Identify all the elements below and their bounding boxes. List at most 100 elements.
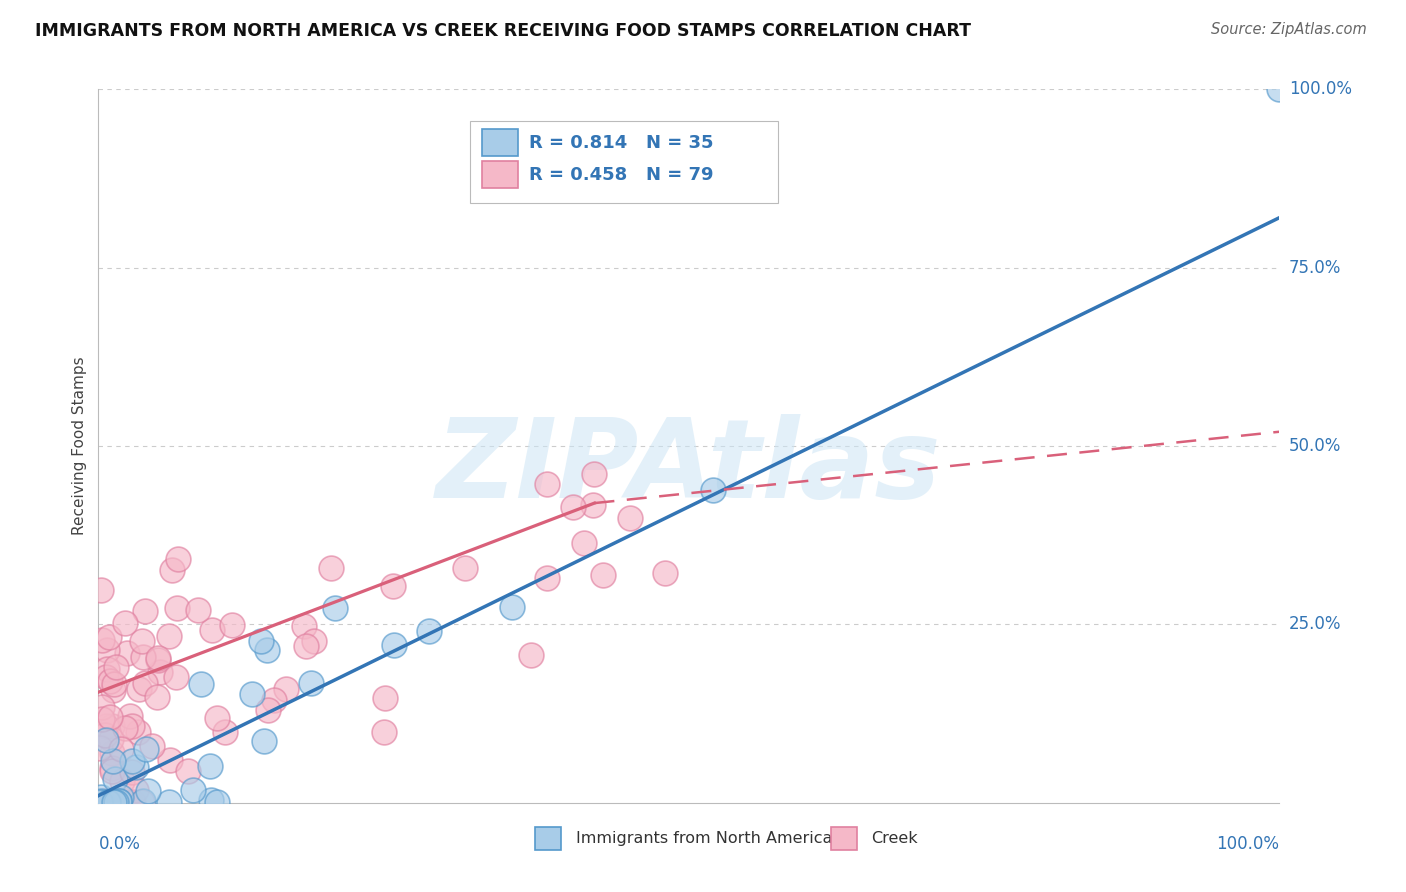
Point (103, 795, 125, 809)
Point (187, 603, 209, 617)
Point (90, 712, 112, 726)
Point (105, 795, 128, 809)
Point (257, 703, 280, 717)
Point (146, 690, 169, 704)
Point (104, 660, 127, 674)
Point (120, 795, 142, 809)
Text: IMMIGRANTS FROM NORTH AMERICA VS CREEK RECEIVING FOOD STAMPS CORRELATION CHART: IMMIGRANTS FROM NORTH AMERICA VS CREEK R… (35, 22, 972, 40)
Text: 0.0%: 0.0% (98, 835, 141, 853)
Point (89, 741, 111, 756)
Point (100, 746, 122, 760)
Point (159, 753, 181, 767)
Point (157, 629, 180, 643)
Point (89, 795, 111, 809)
Bar (482, 129, 517, 156)
Point (323, 600, 346, 615)
Point (221, 618, 243, 632)
Point (114, 721, 136, 735)
Point (101, 719, 124, 733)
Point (120, 709, 142, 723)
Point (263, 693, 285, 707)
Point (146, 653, 169, 667)
Point (214, 725, 236, 739)
Point (160, 563, 183, 577)
Point (190, 677, 212, 691)
Text: 75.0%: 75.0% (1289, 259, 1341, 277)
Point (292, 619, 315, 633)
Bar (482, 161, 517, 188)
Point (127, 725, 149, 739)
Point (702, 483, 724, 497)
Point (111, 774, 134, 789)
Point (418, 624, 440, 638)
Point (94, 732, 117, 747)
Point (253, 734, 276, 748)
Point (166, 551, 188, 566)
Point (131, 795, 153, 809)
Point (108, 793, 131, 807)
Point (114, 616, 136, 631)
Point (90, 790, 112, 805)
Point (94, 670, 117, 684)
Point (520, 648, 543, 662)
Point (93, 795, 115, 809)
Point (373, 725, 395, 739)
Point (304, 633, 326, 648)
Point (100, 710, 122, 724)
Point (115, 646, 138, 660)
Point (90, 699, 112, 714)
Point (382, 638, 405, 652)
Point (381, 579, 404, 593)
Point (136, 784, 159, 798)
Point (100, 731, 122, 746)
Point (110, 789, 132, 804)
Point (121, 719, 143, 733)
Point (205, 711, 228, 725)
Point (134, 675, 156, 690)
Point (104, 772, 127, 787)
Point (134, 604, 156, 618)
Point (177, 764, 200, 778)
Point (121, 795, 143, 809)
Point (1268, 82, 1291, 96)
Text: R = 0.458   N = 79: R = 0.458 N = 79 (530, 166, 714, 184)
Point (276, 681, 298, 696)
Point (146, 650, 169, 665)
Point (574, 535, 596, 549)
Point (125, 782, 148, 797)
Point (97, 795, 120, 809)
Point (319, 561, 342, 575)
Point (101, 755, 124, 769)
Point (249, 634, 271, 648)
Point (128, 681, 150, 696)
Point (94, 728, 117, 742)
Point (536, 476, 558, 491)
Point (157, 795, 180, 809)
Point (90, 582, 112, 597)
Point (205, 795, 228, 809)
Point (98, 674, 121, 689)
Point (100, 761, 122, 775)
Point (374, 691, 396, 706)
Y-axis label: Receiving Food Stamps: Receiving Food Stamps (72, 357, 87, 535)
Point (149, 665, 172, 679)
Point (132, 650, 155, 665)
Text: Creek: Creek (870, 831, 918, 846)
Text: 100.0%: 100.0% (1289, 80, 1353, 98)
Point (583, 467, 606, 481)
Point (91, 632, 114, 647)
Point (108, 794, 131, 808)
Text: 25.0%: 25.0% (1289, 615, 1341, 633)
Text: 50.0%: 50.0% (1289, 437, 1341, 455)
Point (256, 642, 278, 657)
Point (619, 511, 641, 525)
Point (165, 671, 187, 685)
Text: R = 0.814   N = 35: R = 0.814 N = 35 (530, 134, 714, 152)
Point (101, 764, 124, 778)
Bar (831, 827, 856, 850)
Point (295, 639, 318, 653)
Point (592, 568, 614, 582)
Text: Immigrants from North America: Immigrants from North America (575, 831, 832, 846)
Point (132, 794, 155, 808)
Point (181, 783, 204, 797)
